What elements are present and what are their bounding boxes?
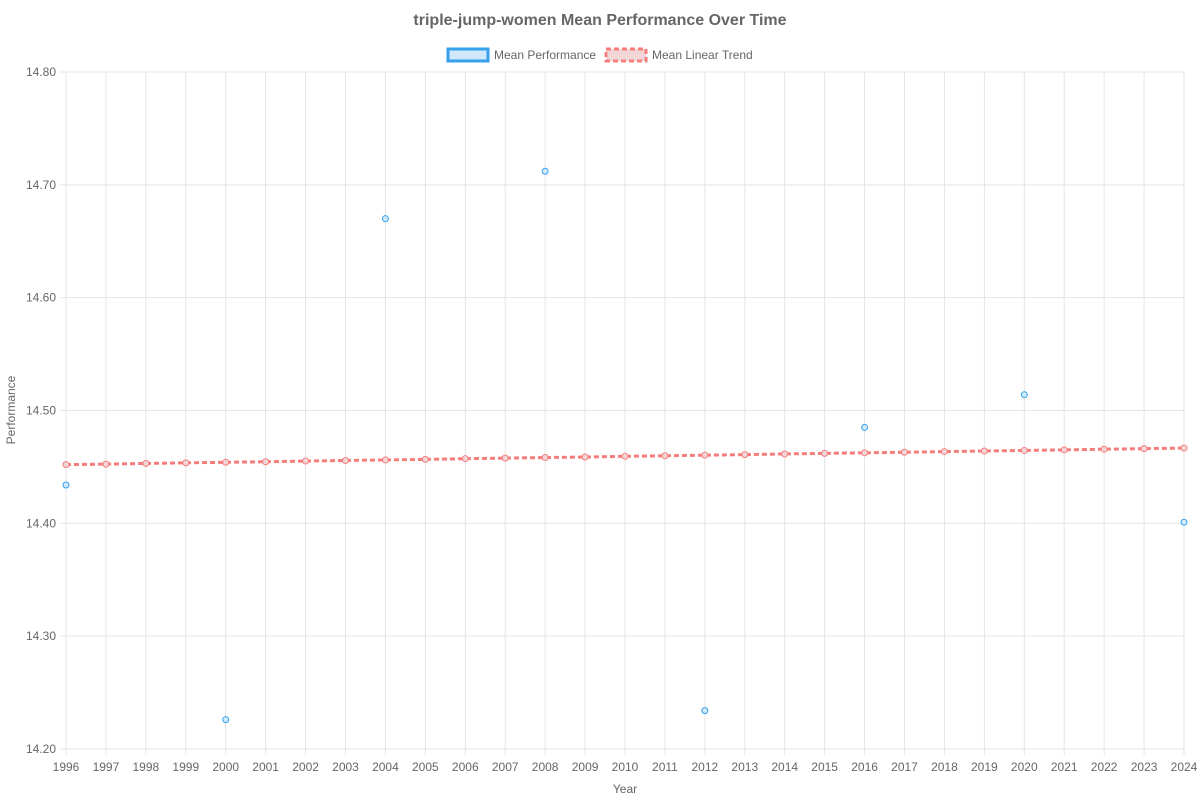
x-tick-label: 2010 <box>612 760 639 774</box>
x-tick-label: 2011 <box>652 760 678 774</box>
trend-point-2009[interactable] <box>581 453 589 461</box>
trend-point-2022[interactable] <box>1100 445 1108 453</box>
trend-point-2017[interactable] <box>901 448 908 456</box>
y-axis-ticks: 14.20 14.30 14.40 14.50 14.60 14.70 14.80 <box>26 65 66 756</box>
x-tick-label: 1999 <box>172 760 199 774</box>
trend-point-2001[interactable] <box>262 458 270 466</box>
trend-point-2012[interactable] <box>701 451 709 459</box>
trend-point-1997[interactable] <box>102 460 110 468</box>
trend-point-2021[interactable] <box>1060 446 1068 454</box>
legend-swatch-mean-performance <box>446 47 490 63</box>
x-tick-label: 2016 <box>851 760 878 774</box>
x-tick-label: 1996 <box>53 760 80 774</box>
x-tick-label: 2007 <box>492 760 519 774</box>
trend-point-1996[interactable] <box>62 461 70 469</box>
x-tick-label: 2013 <box>731 760 758 774</box>
performance-point-2012[interactable] <box>701 707 709 715</box>
x-tick-label: 2017 <box>891 760 918 774</box>
trend-point-2013[interactable] <box>741 451 749 459</box>
trend-point-2004[interactable] <box>381 456 389 464</box>
performance-point-2024[interactable] <box>1180 518 1188 526</box>
x-tick-label: 2021 <box>1051 760 1078 774</box>
trend-point-1999[interactable] <box>182 459 190 467</box>
trend-point-2008[interactable] <box>541 454 549 462</box>
x-tick-label: 2015 <box>811 760 838 774</box>
y-tick-label: 14.80 <box>26 65 56 79</box>
x-tick-label: 2024 <box>1171 760 1198 774</box>
x-axis-ticks: 1996 1997 1998 1999 2000 2001 2002 2003 2004 2005… <box>53 749 1198 774</box>
x-tick-label: 2019 <box>971 760 998 774</box>
trend-point-2002[interactable] <box>302 457 310 465</box>
x-tick-label: 2006 <box>452 760 479 774</box>
trend-point-2006[interactable] <box>461 455 469 463</box>
x-tick-label: 2014 <box>771 760 798 774</box>
trend-point-2003[interactable] <box>342 456 349 464</box>
x-tick-label: 2009 <box>572 760 599 774</box>
legend-item-mean-linear-trend[interactable]: Mean Linear Trend <box>604 47 753 63</box>
y-axis-title: Performance <box>4 375 18 444</box>
x-tick-label: 2003 <box>332 760 359 774</box>
performance-point-1996[interactable] <box>62 481 70 489</box>
chart-title: triple-jump-women Mean Performance Over … <box>413 12 786 29</box>
performance-point-2000[interactable] <box>222 716 230 724</box>
y-tick-label: 14.40 <box>26 516 56 530</box>
y-tick-label: 14.20 <box>26 742 56 756</box>
x-tick-label: 1998 <box>133 760 160 774</box>
x-tick-label: 2000 <box>212 760 239 774</box>
x-tick-label: 2005 <box>412 760 439 774</box>
legend-item-mean-performance[interactable]: Mean Performance <box>446 47 596 63</box>
x-tick-label: 1997 <box>93 760 120 774</box>
x-tick-label: 2008 <box>532 760 559 774</box>
trend-series <box>62 444 1188 469</box>
x-tick-label: 2022 <box>1091 760 1118 774</box>
x-tick-label: 2012 <box>692 760 719 774</box>
y-tick-label: 14.60 <box>26 291 56 305</box>
trend-point-2000[interactable] <box>222 458 230 466</box>
x-tick-label: 2018 <box>931 760 958 774</box>
x-tick-label: 2023 <box>1131 760 1158 774</box>
y-tick-label: 14.30 <box>26 629 56 643</box>
performance-point-2008[interactable] <box>541 167 549 175</box>
trend-point-2024[interactable] <box>1180 444 1188 452</box>
trend-point-2018[interactable] <box>940 448 948 456</box>
performance-point-2004[interactable] <box>381 215 389 223</box>
trend-point-1998[interactable] <box>142 459 150 467</box>
trend-point-2023[interactable] <box>1140 445 1148 453</box>
trend-point-2019[interactable] <box>980 447 988 455</box>
x-tick-label: 2002 <box>292 760 319 774</box>
trend-point-2005[interactable] <box>421 455 429 463</box>
trend-point-2007[interactable] <box>501 454 509 462</box>
y-tick-label: 14.70 <box>26 178 56 192</box>
performance-point-2016[interactable] <box>861 423 869 431</box>
trend-point-2015[interactable] <box>821 449 829 457</box>
y-tick-label: 14.50 <box>26 404 56 418</box>
legend-swatch-mean-linear-trend <box>604 47 648 63</box>
x-axis-title: Year <box>613 782 637 796</box>
trend-point-2014[interactable] <box>781 450 789 458</box>
trend-line <box>65 446 1185 467</box>
x-tick-label: 2020 <box>1011 760 1038 774</box>
trend-point-2010[interactable] <box>621 452 629 460</box>
trend-point-2020[interactable] <box>1020 446 1028 454</box>
performance-series <box>62 167 1188 724</box>
legend-label-mean-performance: Mean Performance <box>494 48 596 62</box>
performance-point-2020[interactable] <box>1020 391 1028 399</box>
legend-label-mean-linear-trend: Mean Linear Trend <box>652 48 753 62</box>
grid-lines <box>65 71 1185 750</box>
trend-point-2016[interactable] <box>861 449 869 457</box>
legend: Mean Performance Mean Linear Trend <box>446 47 753 63</box>
x-tick-label: 2001 <box>252 760 279 774</box>
x-tick-label: 2004 <box>372 760 399 774</box>
trend-point-2011[interactable] <box>661 452 669 460</box>
